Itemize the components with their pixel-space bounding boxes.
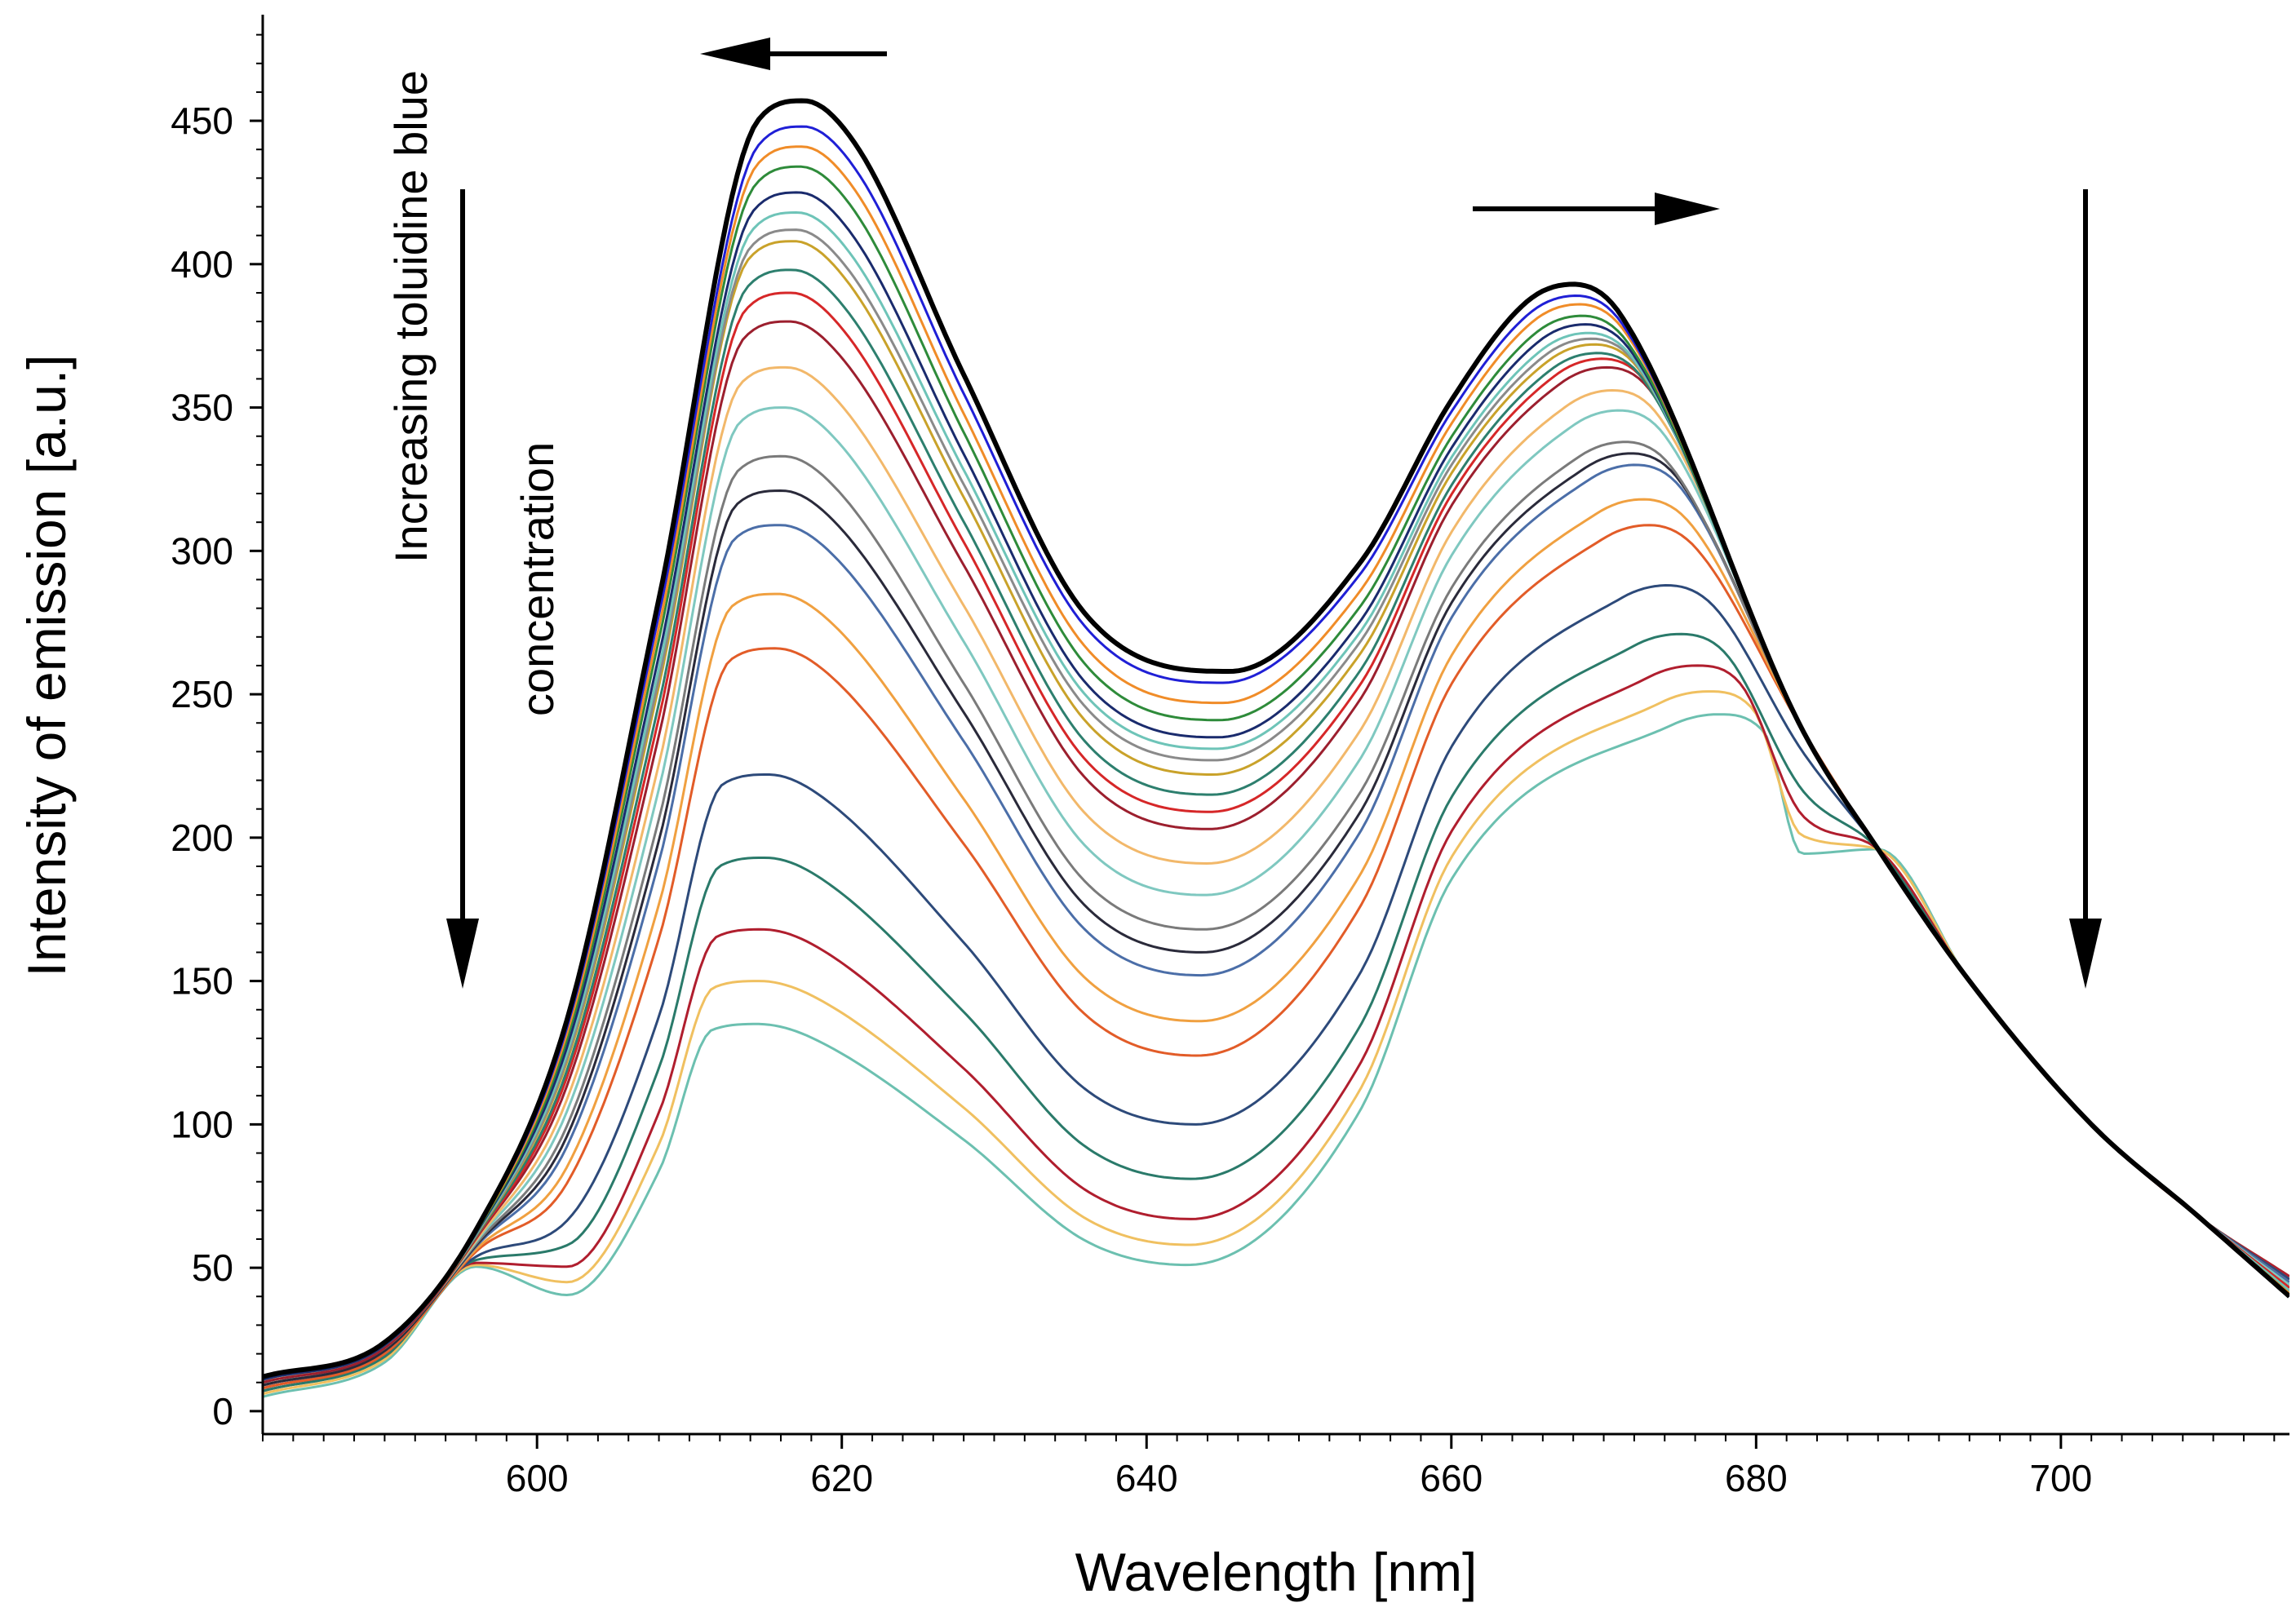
y-tick-label: 200 xyxy=(171,817,233,859)
series-line-s2 xyxy=(263,125,2289,1379)
series-line-s13 xyxy=(263,406,2289,1384)
y-axis-title: Intensity of emission [a.u.] xyxy=(16,354,77,976)
x-ticks: 600 620 640 660 680 700 xyxy=(262,1434,2276,1499)
annotation-line-2: concentration xyxy=(512,442,563,716)
y-tick-label: 0 xyxy=(212,1390,233,1432)
series-line-s8 xyxy=(263,240,2289,1381)
series-line-s7 xyxy=(263,228,2289,1381)
x-tick-label: 660 xyxy=(1420,1457,1483,1499)
y-ticks: 0 50 100 150 200 250 300 350 400 450 xyxy=(171,33,263,1432)
arrow-right-icon xyxy=(1473,193,1720,225)
series-line-s14 xyxy=(263,441,2289,1384)
y-tick-label: 50 xyxy=(192,1246,233,1289)
x-tick-label: 700 xyxy=(2029,1457,2092,1499)
series-line-s12 xyxy=(263,365,2289,1384)
annotation-line-1: Increasing toluidine blue xyxy=(385,70,437,563)
series-line-s3 xyxy=(263,145,2289,1379)
series-line-s1 xyxy=(263,98,2289,1379)
arrow-down-left-icon xyxy=(446,189,479,989)
x-tick-label: 680 xyxy=(1725,1457,1788,1499)
y-tick-label: 450 xyxy=(171,100,233,142)
y-tick-label: 350 xyxy=(171,387,233,429)
y-tick-label: 250 xyxy=(171,673,233,715)
series-line-s6 xyxy=(263,211,2289,1381)
axes xyxy=(261,15,2289,1436)
x-tick-label: 600 xyxy=(506,1457,569,1499)
series-layer xyxy=(263,98,2289,1398)
arrow-down-right-icon xyxy=(2069,189,2102,989)
series-line-s10 xyxy=(263,291,2289,1381)
series-line-s4 xyxy=(263,165,2289,1379)
arrow-left-icon xyxy=(700,38,887,70)
y-tick-label: 150 xyxy=(171,960,233,1003)
series-line-s16 xyxy=(263,463,2289,1387)
y-tick-label: 400 xyxy=(171,243,233,286)
y-tick-label: 100 xyxy=(171,1103,233,1145)
x-tick-label: 640 xyxy=(1115,1457,1178,1499)
y-tick-label: 300 xyxy=(171,529,233,572)
series-line-s9 xyxy=(263,268,2289,1381)
x-tick-label: 620 xyxy=(810,1457,873,1499)
x-axis-title: Wavelength [nm] xyxy=(1075,1542,1478,1602)
series-line-s17 xyxy=(263,498,2289,1387)
